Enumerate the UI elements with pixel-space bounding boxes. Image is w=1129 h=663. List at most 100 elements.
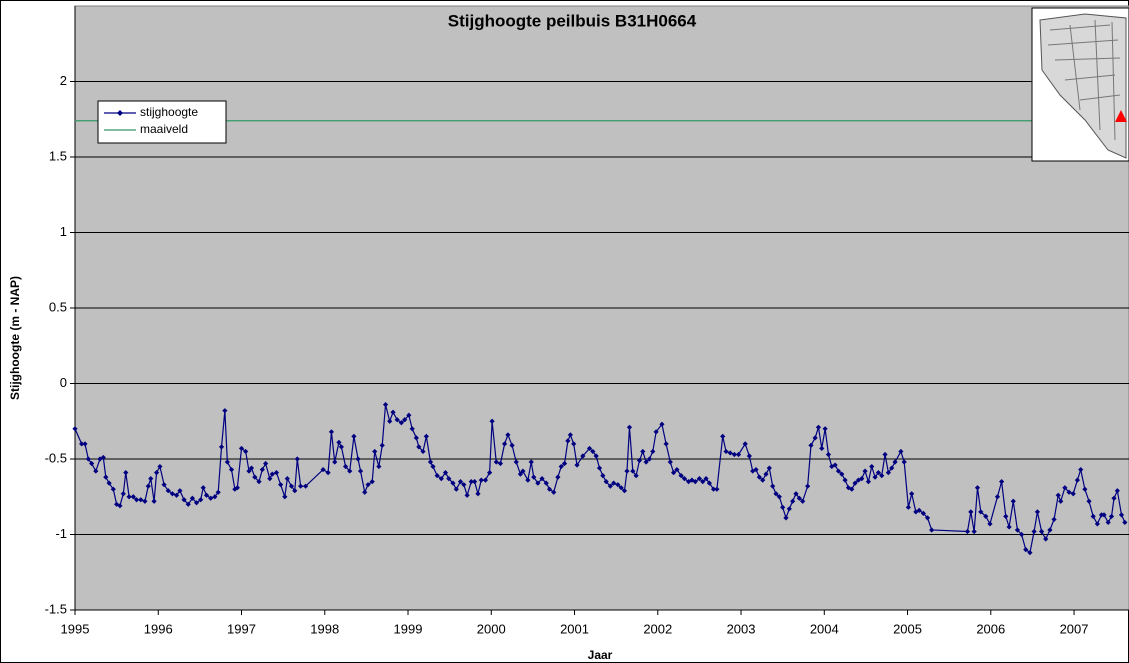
data-point [1090,513,1096,519]
data-point [558,463,564,470]
data-point [234,485,240,491]
data-point [531,474,537,480]
data-point [703,476,709,482]
data-point [461,482,467,488]
data-point [710,486,717,492]
y-tick-label: 2 [60,73,67,88]
data-point [402,417,408,423]
data-point [267,476,273,482]
grid [70,6,1129,615]
x-axis-title: Jaar [588,648,613,662]
y-tick-label: 0 [60,375,67,390]
data-point [379,442,385,449]
data-point [862,468,868,474]
data-point [325,469,331,476]
data-point [898,448,904,455]
x-tick-label: 2003 [727,621,756,636]
data-point [243,448,249,455]
data-point [1070,491,1076,497]
data-point [1031,528,1037,535]
data-point [336,439,342,445]
data-point [148,476,154,482]
data-point [282,494,288,500]
data-point [273,469,280,476]
data-point [1108,513,1115,519]
data-point [208,495,214,501]
data-point [723,448,729,455]
data-point [284,476,290,482]
data-point [100,454,106,461]
data-point [670,469,677,476]
data-point [372,448,378,455]
data-point [106,480,112,486]
data-point [600,473,606,479]
data-point [142,498,148,504]
data-point [1051,516,1057,522]
data-point [157,463,163,470]
data-point [978,509,984,515]
data-point [633,473,639,479]
data-point [746,453,752,459]
data-point [1074,477,1080,483]
data-point [849,486,855,492]
legend: stijghoogte maaiveld [97,100,227,144]
data-point [450,480,456,486]
data-point [423,433,429,439]
x-tick-label: 1998 [310,621,339,636]
data-point [130,494,136,500]
data-point [855,477,862,483]
data-point [603,479,609,485]
data-point [520,468,526,474]
data-point [256,479,262,485]
data-point [248,465,255,471]
data-point [434,473,440,479]
data-point [218,444,225,450]
data-point [700,479,706,485]
data-point [567,432,573,438]
data-point [808,442,814,449]
data-point [193,500,200,506]
x-tick-label: 2001 [560,621,589,636]
location-marker [1115,110,1127,122]
data-point [1047,527,1053,533]
data-point [442,469,449,476]
y-tick-label: 1 [60,224,67,239]
data-point [246,468,252,474]
data-point [924,515,931,521]
x-tick-label: 2002 [643,621,672,636]
data-point [1055,492,1061,498]
data-point [468,479,474,485]
data-point [630,468,636,474]
data-point [825,451,832,458]
data-point [805,483,811,489]
data-point [535,480,541,486]
y-tick-label: -1.5 [45,601,67,616]
map-area [1039,13,1127,159]
data-point [618,485,624,491]
data-point [501,441,508,447]
data-point [82,441,88,447]
y-tick-label: 0.5 [49,299,67,314]
data-point [756,474,762,480]
data-point [650,448,656,455]
x-tick-label: 1996 [144,621,173,636]
data-point [678,473,684,479]
data-point [472,479,478,485]
data-point [640,448,646,455]
data-point [387,418,393,424]
data-point [332,459,338,465]
data-point [565,438,571,444]
data-point [685,479,692,485]
data-point [1019,531,1025,538]
data-point [561,460,568,467]
marks [72,120,1129,556]
data-point [464,492,470,498]
data-point [731,451,737,458]
map-inset [1031,7,1129,162]
data-point [362,489,368,495]
data-point [438,476,444,482]
data-point [509,442,515,449]
x-tick-label: 1997 [227,621,256,636]
data-point [528,459,534,465]
data-point [517,471,524,477]
